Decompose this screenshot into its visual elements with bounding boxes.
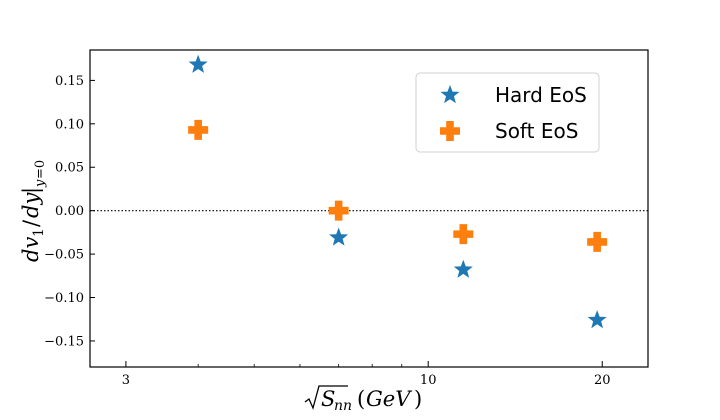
series-hard-eos <box>188 54 607 329</box>
series-soft-eos <box>188 119 608 252</box>
soft-eos-point <box>453 224 474 245</box>
svg-text:nn: nn <box>334 398 352 414</box>
svg-text:S: S <box>321 387 335 411</box>
y-tick-label: −0.10 <box>44 291 84 306</box>
svg-text:1: 1 <box>31 228 47 237</box>
soft-eos-point <box>328 200 349 221</box>
soft-eos-point <box>587 231 608 252</box>
y-tick-label: 0.00 <box>55 204 84 219</box>
svg-text:dv: dv <box>19 237 43 262</box>
svg-text:dy: dy <box>19 192 43 218</box>
y-tick-label: 0.10 <box>55 117 84 132</box>
hard-eos-point <box>329 227 349 246</box>
legend: Hard EoS Soft EoS <box>415 72 600 153</box>
data-points <box>188 54 608 329</box>
x-tick-label: 3 <box>122 373 130 388</box>
svg-text:=0: =0 <box>33 160 48 179</box>
y-tick-label: −0.15 <box>44 334 84 349</box>
legend-box <box>415 72 600 153</box>
legend-label: Soft EoS <box>495 119 578 143</box>
svg-text:): ) <box>414 387 422 411</box>
hard-eos-point <box>188 54 208 73</box>
legend-marker <box>440 121 460 141</box>
x-tick-label: 10 <box>420 373 437 388</box>
y-tick-label: 0.05 <box>55 161 84 176</box>
x-tick-label: 20 <box>594 373 611 388</box>
plot-frame <box>89 49 649 368</box>
svg-text:y: y <box>33 179 48 188</box>
hard-eos-point <box>453 259 473 278</box>
legend-marker <box>440 85 460 104</box>
x-axis-title: S nn ( GeV ) <box>304 385 422 414</box>
soft-eos-point <box>188 119 209 140</box>
y-tick-label: −0.05 <box>44 248 84 263</box>
y-axis-title: dv 1 / dy | y =0 <box>19 160 48 262</box>
axis-ticks: 0.15 0.10 0.05 0.00 −0.05 −0.10 −0.15 3 10 20 <box>44 49 649 388</box>
svg-text:/: / <box>19 219 43 227</box>
legend-label: Hard EoS <box>495 83 587 107</box>
svg-text:GeV: GeV <box>366 387 412 411</box>
svg-text:(: ( <box>357 387 365 411</box>
hard-eos-point <box>587 310 607 329</box>
y-tick-label: 0.15 <box>55 74 84 89</box>
svg-text:|: | <box>19 187 44 194</box>
